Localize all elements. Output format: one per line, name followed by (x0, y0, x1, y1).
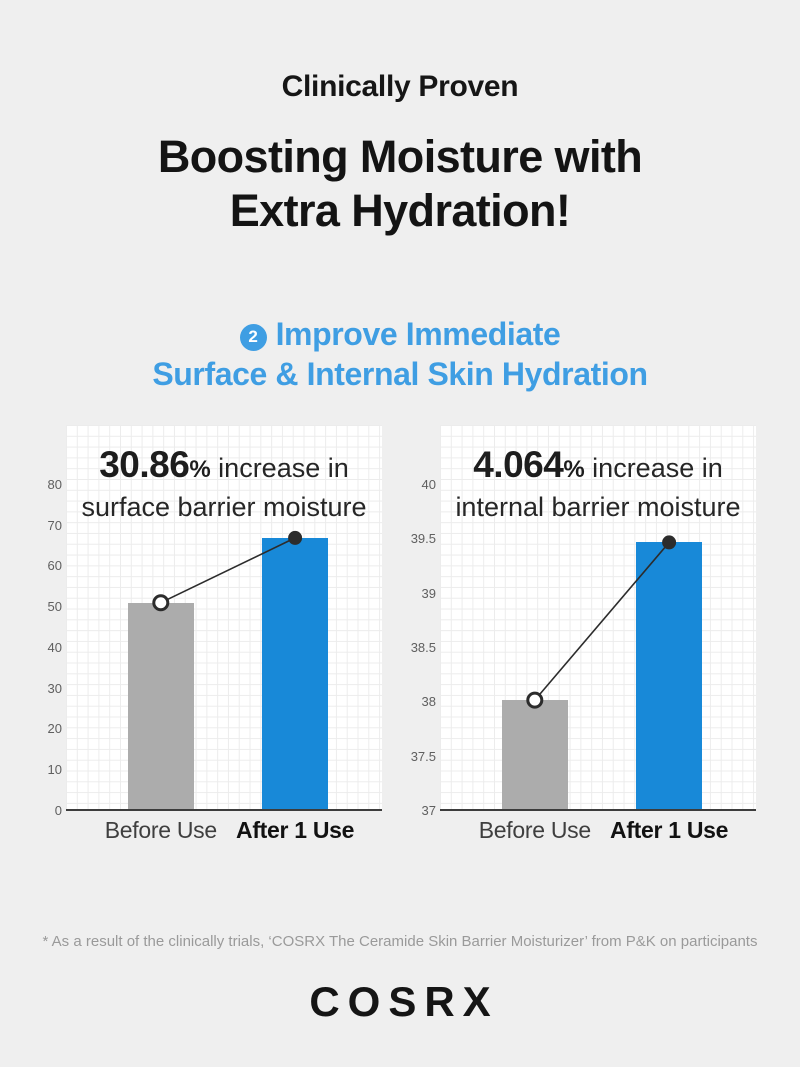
x-label-before-use: Before Use (478, 817, 591, 843)
x-label-after-1-use: After 1 Use (610, 817, 729, 843)
chart-title-percent: % (189, 456, 211, 483)
y-tick-label: 20 (47, 721, 62, 737)
bar-after-1-use (262, 537, 329, 809)
y-tick-label: 37 (421, 803, 436, 818)
chart-title-suffix: increase in (584, 453, 723, 483)
subtitle: 2 Improve Immediate Surface & Internal Sk… (0, 314, 800, 394)
subtitle-line2: Surface & Internal Skin Hydration (152, 356, 648, 392)
chart-title-value: 4.064 (473, 444, 564, 485)
y-tick-label: 10 (47, 762, 62, 778)
subtitle-line1-text: Improve Immediate (275, 316, 561, 352)
y-tick-label: 60 (47, 558, 62, 574)
y-tick-label: 80 (47, 476, 62, 492)
bar-after-1-use (636, 542, 703, 809)
x-axis-line (66, 809, 382, 811)
chart-title-line2: surface barrier moisture (81, 492, 367, 522)
plot-panel: 30.86% increase in surface barrier moistu… (66, 425, 382, 811)
x-axis-line (440, 809, 756, 811)
y-tick-label: 40 (421, 476, 436, 492)
y-tick-label: 40 (47, 639, 62, 655)
x-label-after-1-use: After 1 Use (236, 817, 355, 843)
chart-title-suffix: increase in (210, 453, 349, 483)
chart-title-percent: % (563, 456, 585, 483)
headline: Boosting Moisture with Extra Hydration! (0, 130, 800, 238)
y-tick-label: 39 (421, 585, 436, 601)
y-tick-label: 39.5 (410, 531, 436, 547)
x-label-before-use: Before Use (104, 817, 217, 843)
headline-line1: Boosting Moisture with (157, 131, 643, 182)
plot-panel: 4.064% increase in internal barrier moist… (440, 425, 756, 811)
chart-title-value: 30.86 (99, 444, 190, 485)
subtitle-line1: 2 Improve Immediate (0, 314, 800, 354)
cosrx-logo: COSRX (309, 978, 499, 1025)
y-tick-label: 38.5 (410, 639, 436, 655)
y-tick-label: 38 (421, 694, 436, 710)
chart-title: 30.86% increase in surface barrier moistu… (66, 444, 382, 523)
y-tick-label: 37.5 (410, 748, 436, 764)
y-tick-label: 70 (47, 517, 62, 533)
headline-line2: Extra Hydration! (229, 185, 571, 236)
kicker-text: Clinically Proven (281, 70, 519, 103)
y-tick-label: 30 (47, 680, 62, 696)
bar-before-use (501, 700, 568, 809)
y-tick-label: 0 (54, 803, 62, 818)
chart-title: 4.064% increase in internal barrier moist… (440, 444, 756, 523)
y-tick-label: 50 (47, 599, 62, 615)
footnote: * As a result of the clinically trials, … (42, 933, 758, 950)
number-2-badge-icon: 2 (239, 323, 267, 351)
chart-title-line2: internal barrier moisture (455, 492, 741, 522)
chart-surface-barrier-moisture: 30.86% increase in surface barrier moistu… (0, 425, 400, 865)
chart-internal-barrier-moisture: 4.064% increase in internal barrier moist… (374, 425, 774, 865)
bar-before-use (127, 602, 194, 809)
